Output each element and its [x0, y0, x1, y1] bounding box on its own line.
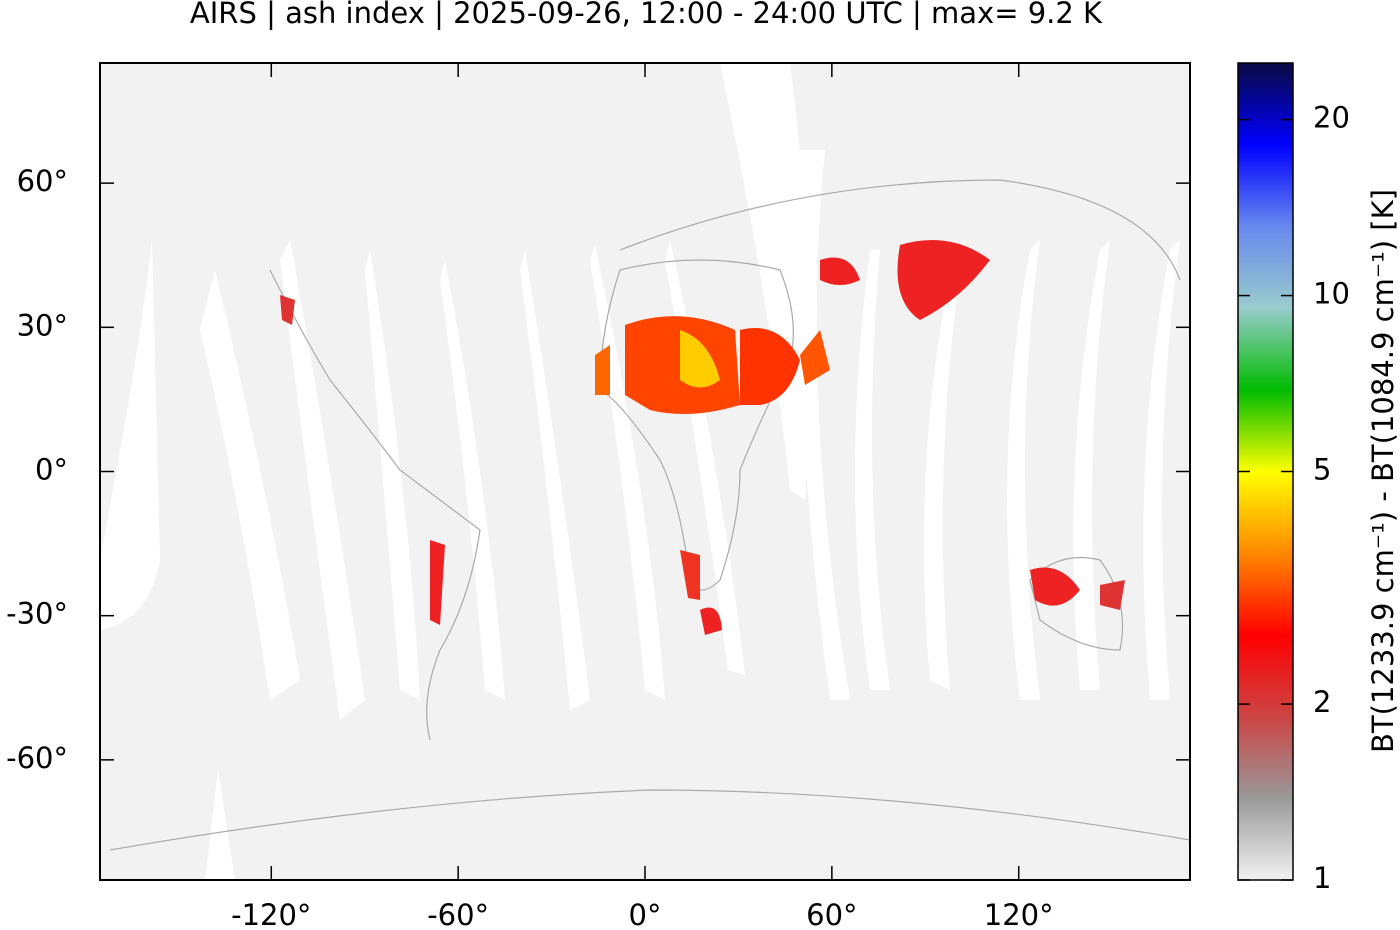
map: [100, 63, 1190, 880]
x-tick-label: -60°: [427, 898, 489, 930]
y-tick-label: 0°: [35, 453, 68, 487]
y-tick-label: -30°: [6, 597, 68, 631]
colorbar-label: BT(1233.9 cm⁻¹) - BT(1084.9 cm⁻¹) [K]: [1366, 189, 1400, 753]
ash-index-field: [280, 240, 1125, 635]
swath-gaps: [100, 63, 1180, 880]
x-tick-label: 60°: [806, 898, 857, 930]
colorbar-tick-label: 5: [1313, 453, 1331, 487]
colorbar-tick-label: 10: [1313, 277, 1350, 311]
map-background: [100, 63, 1190, 880]
y-tick-label: 30°: [17, 308, 68, 342]
chart-title: AIRS | ash index | 2025-09-26, 12:00 - 2…: [190, 0, 1103, 30]
x-tick-label: -120°: [231, 898, 311, 930]
x-tick-label: 0°: [629, 898, 662, 930]
y-tick-label: 60°: [17, 164, 68, 198]
colorbar-tick-label: 20: [1313, 101, 1350, 135]
colorbar-tick-label: 2: [1313, 685, 1331, 719]
x-tick-label: 120°: [984, 898, 1054, 930]
y-tick-label: -60°: [6, 741, 68, 775]
colorbar-tick-label: 1: [1313, 861, 1331, 895]
coastlines: [109, 179, 1190, 851]
